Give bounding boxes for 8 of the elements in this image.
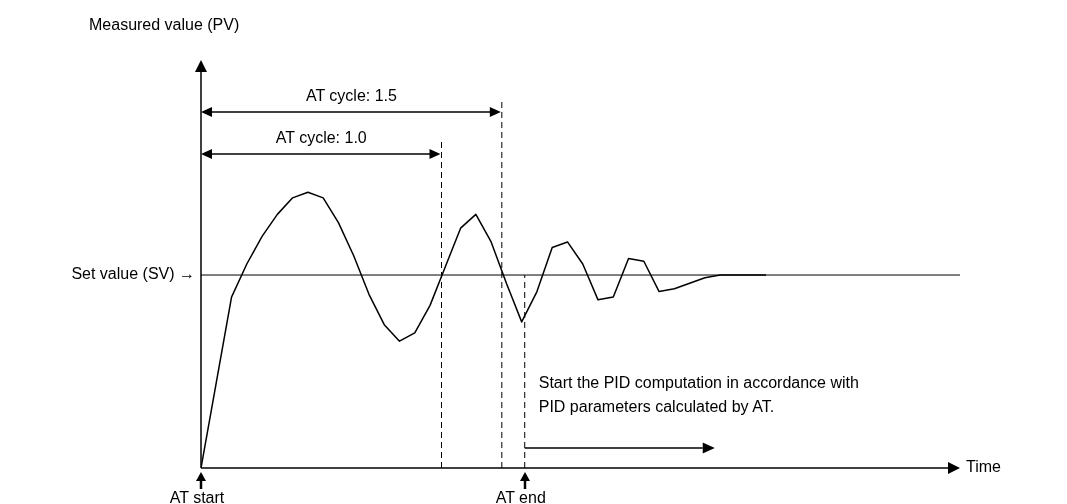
text: Time: [966, 458, 1002, 476]
text: AT cycle: 1.0: [275, 129, 367, 147]
text: AT end: [495, 489, 546, 504]
text: Measured value (PV): [89, 16, 240, 34]
annotation: Start the PID computation in accordance with PID parameters calculated by AT.: [538, 374, 859, 416]
ref-line-label: Set value (SV) →: [71, 265, 195, 283]
text: AT start: [169, 489, 225, 504]
text: AT cycle: 1.5: [305, 87, 398, 105]
